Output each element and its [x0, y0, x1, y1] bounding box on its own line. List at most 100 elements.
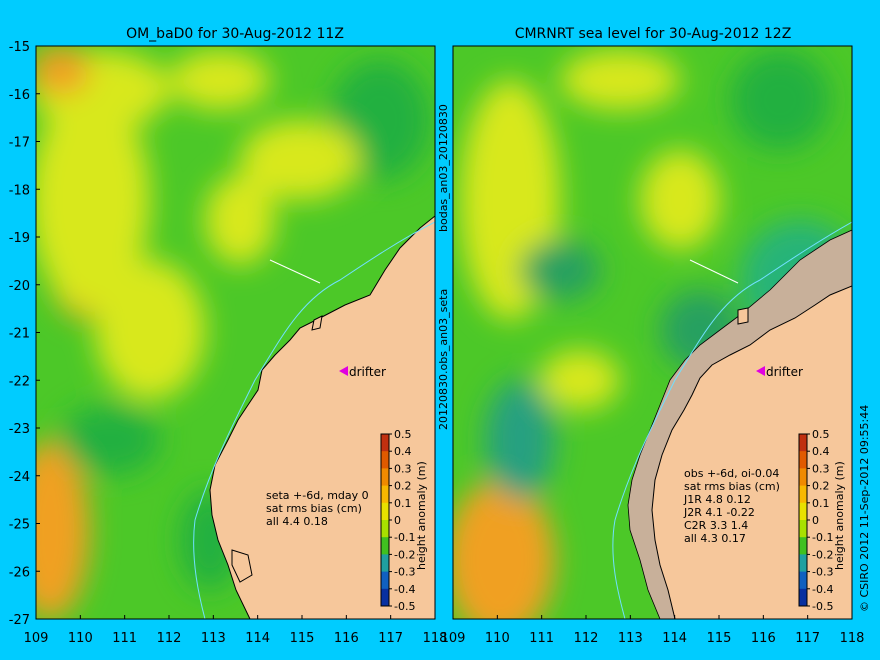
drifter-label-left: drifter — [349, 365, 386, 379]
x-tick-label: 116 — [751, 631, 776, 646]
x-tick-label: 112 — [157, 631, 182, 646]
colorbar-segment — [799, 502, 807, 521]
colorbar-tick-label: 0 — [812, 514, 819, 527]
x-tick-label: 114 — [662, 631, 687, 646]
colorbar-segment — [799, 468, 807, 487]
x-tick-label: 115 — [290, 631, 315, 646]
stats-line: C2R 3.3 1.4 — [684, 519, 748, 532]
x-tick-label: 114 — [245, 631, 270, 646]
colorbar-tick-label: -0.4 — [394, 583, 415, 596]
y-tick-label: -15 — [9, 40, 30, 55]
colorbar-tick-label: 0.5 — [812, 428, 830, 441]
x-tick-label: 113 — [618, 631, 643, 646]
right-map — [453, 46, 852, 619]
colorbar-segment — [799, 520, 807, 538]
colorbar-tick-label: -0.2 — [812, 548, 833, 561]
colorbar-segment — [799, 434, 807, 452]
stats-line: obs +-6d, oi-0.04 — [684, 467, 779, 480]
colorbar-segment — [381, 485, 389, 504]
x-tick-label: 109 — [24, 631, 49, 646]
colorbar-segment — [381, 554, 389, 573]
colorbar-tick-label: 0.2 — [812, 480, 830, 493]
colorbar-segment — [799, 451, 807, 469]
y-tick-label: -25 — [9, 518, 30, 533]
y-tick-label: -18 — [9, 183, 30, 198]
y-tick-label: -24 — [9, 470, 30, 485]
colorbar-segment — [799, 588, 807, 607]
colorbar-label: height anomaly (m) — [833, 461, 846, 570]
colorbar-tick-label: -0.3 — [394, 566, 415, 579]
colorbar-tick-label: -0.3 — [812, 566, 833, 579]
colorbar-segment — [799, 554, 807, 573]
y-tick-label: -16 — [9, 88, 30, 103]
drifter-marker-left: drifter — [339, 365, 386, 379]
middle-label-top: bodas_an03_20120830 — [437, 104, 450, 232]
colorbar-tick-label: 0.5 — [394, 428, 412, 441]
stats-line: J1R 4.8 0.12 — [683, 493, 751, 506]
credit-text: © CSIRO 2012 11-Sep-2012 09:55:44 — [858, 405, 871, 612]
colorbar-segment — [799, 537, 807, 555]
colorbar-tick-label: 0.1 — [394, 497, 412, 510]
y-tick-label: -22 — [9, 374, 30, 389]
left-panel-title: OM_baD0 for 30-Aug-2012 11Z — [126, 26, 344, 42]
left-map — [36, 46, 435, 619]
colorbar-left: 0.5 0.4 0.3 0.2 0.1 0 -0.1 -0.2 -0.3 -0.4 -0.5 heig… — [380, 428, 428, 613]
colorbar-label: height anomaly (m) — [415, 461, 428, 570]
x-tick-label: 115 — [707, 631, 732, 646]
x-tick-label: 110 — [68, 631, 93, 646]
colorbar-segment — [381, 588, 389, 607]
x-tick-label: 118 — [423, 631, 448, 646]
colorbar-right: 0.5 0.4 0.3 0.2 0.1 0 -0.1 -0.2 -0.3 -0.4 -0.5 heig… — [798, 428, 846, 613]
colorbar-segment — [381, 451, 389, 469]
y-tick-label: -17 — [9, 136, 30, 151]
colorbar-tick-label: -0.5 — [812, 600, 833, 613]
colorbar-tick-label: -0.2 — [394, 548, 415, 561]
x-tick-label: 117 — [795, 631, 820, 646]
colorbar-tick-label: -0.4 — [812, 583, 833, 596]
colorbar-tick-label: 0.3 — [394, 462, 412, 475]
colorbar-tick-label: -0.5 — [394, 600, 415, 613]
stats-line: seta +-6d, mday 0 — [266, 489, 369, 502]
x-axis-left: 109 110 111 112 113 114 115 116 117 118 — [24, 615, 448, 646]
colorbar-tick-label: -0.1 — [394, 531, 415, 544]
y-tick-label: -21 — [9, 327, 30, 342]
x-tick-label: 110 — [485, 631, 510, 646]
stats-line: sat rms bias (cm) — [266, 502, 362, 515]
y-tick-label: -19 — [9, 231, 30, 246]
y-axis-left: -15 -16 -17 -18 -19 -20 -21 -22 -23 -24 -25 -26 -27 — [9, 40, 40, 628]
x-tick-label: 118 — [840, 631, 865, 646]
colorbar-tick-label: -0.1 — [812, 531, 833, 544]
y-tick-label: -23 — [9, 422, 30, 437]
colorbar-segment — [381, 520, 389, 538]
colorbar-segment — [799, 571, 807, 590]
colorbar-segment — [381, 434, 389, 452]
colorbar-tick-label: 0.2 — [394, 480, 412, 493]
stats-line: J2R 4.1 -0.22 — [683, 506, 755, 519]
colorbar-segment — [381, 537, 389, 555]
y-tick-label: -26 — [9, 565, 30, 580]
colorbar-tick-label: 0.1 — [812, 497, 830, 510]
left-land — [209, 215, 435, 619]
drifter-marker-right: drifter — [756, 365, 803, 379]
colorbar-tick-label: 0 — [394, 514, 401, 527]
colorbar-tick-label: 0.4 — [812, 445, 830, 458]
x-tick-label: 111 — [529, 631, 554, 646]
colorbar-segment — [799, 485, 807, 504]
colorbar-tick-label: 0.4 — [394, 445, 412, 458]
middle-label-bottom: 20120830.obs_an03_seta — [437, 289, 450, 430]
x-tick-label: 113 — [201, 631, 226, 646]
x-tick-label: 112 — [574, 631, 599, 646]
x-axis-right: 109 110 111 112 113 114 115 116 117 118 — [441, 615, 865, 646]
stats-line: sat rms bias (cm) — [684, 480, 780, 493]
stats-line: all 4.3 0.17 — [684, 532, 746, 545]
x-tick-label: 117 — [378, 631, 403, 646]
stats-line: all 4.4 0.18 — [266, 515, 328, 528]
y-tick-label: -20 — [9, 279, 30, 294]
colorbar-segment — [381, 468, 389, 487]
y-tick-label: -27 — [9, 613, 30, 628]
drifter-label-right: drifter — [766, 365, 803, 379]
colorbar-segment — [381, 571, 389, 590]
colorbar-segment — [381, 502, 389, 521]
